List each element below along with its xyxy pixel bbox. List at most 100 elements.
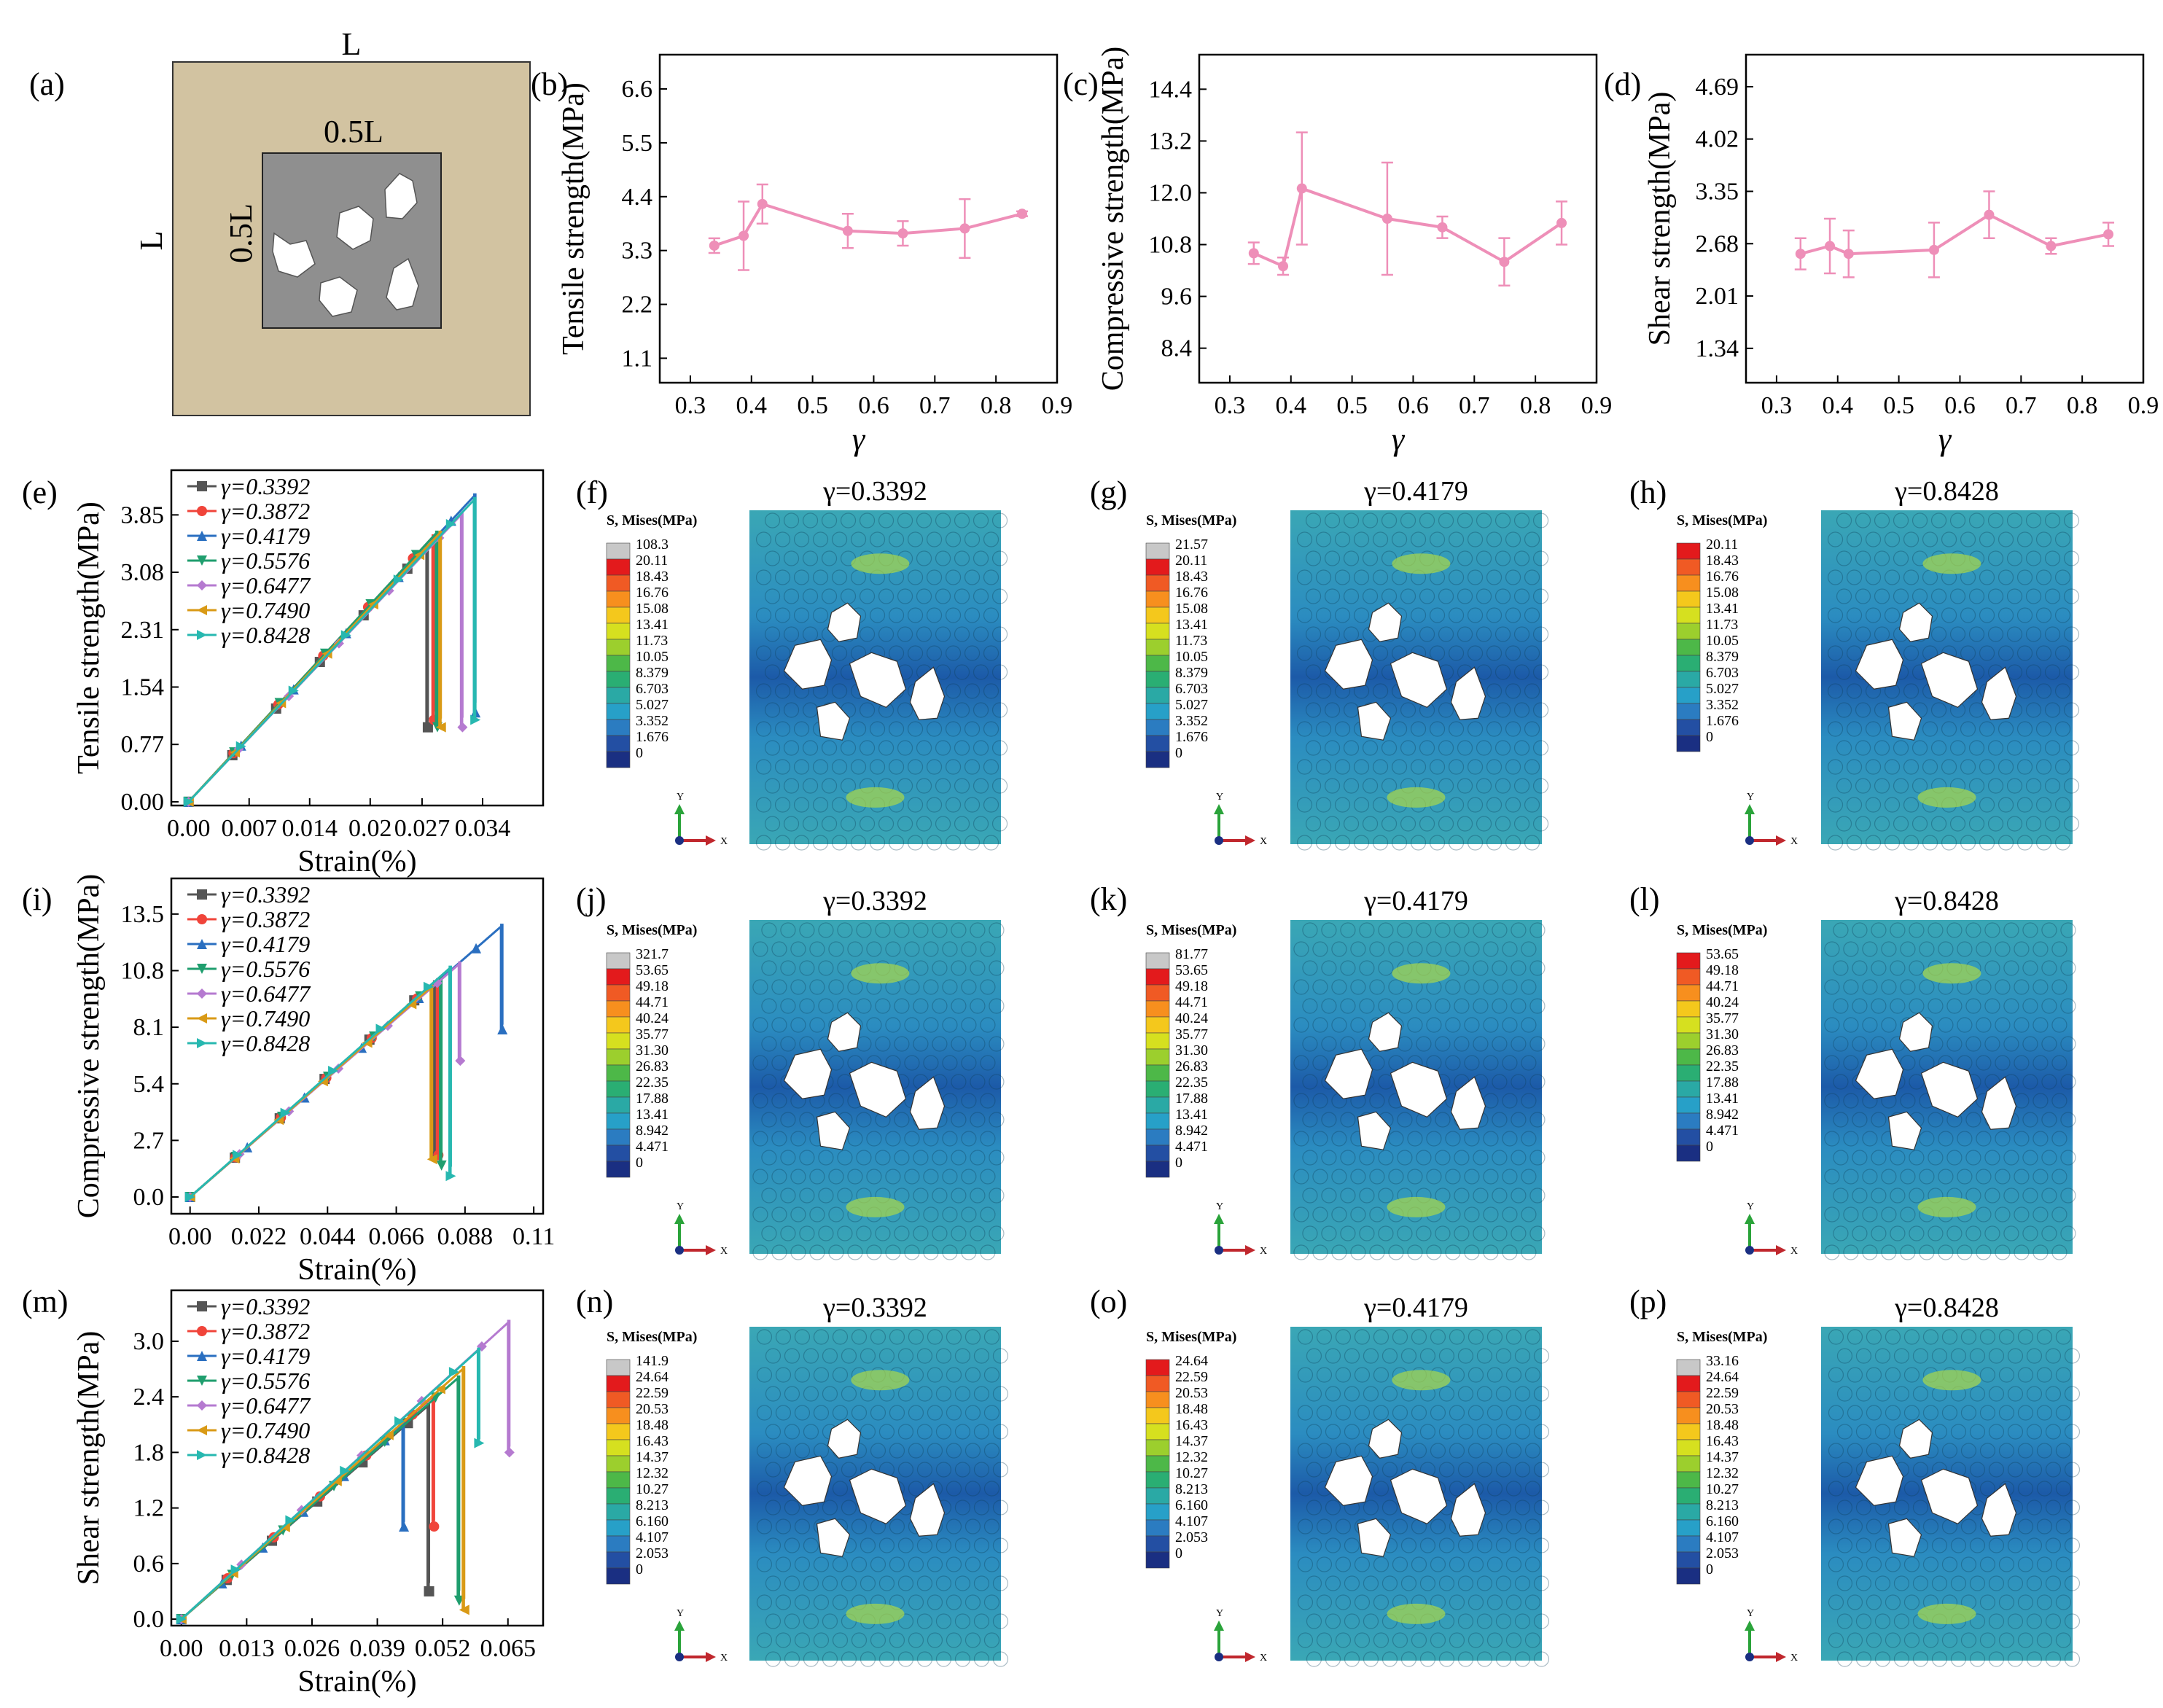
colorbar-value: 16.43 [1175, 1417, 1208, 1433]
particle [771, 979, 787, 995]
particle [964, 645, 981, 661]
particle [1824, 1055, 1840, 1071]
particle [1302, 960, 1318, 976]
particle [790, 1169, 806, 1185]
particle [1533, 1500, 1550, 1516]
particle [926, 645, 943, 661]
inclusion-hole [1324, 1048, 1373, 1099]
particle [1969, 1613, 1986, 1629]
particle [1454, 1150, 1470, 1166]
particle [2055, 1594, 2072, 1610]
y-axis-title: Tensile strength(MPa) [557, 82, 591, 355]
colorbar-value: 4.471 [636, 1139, 669, 1155]
particle [1419, 626, 1435, 642]
particle [1297, 1481, 1314, 1497]
particle [1524, 683, 1540, 699]
colorbar-value: 49.18 [1175, 978, 1208, 994]
particle [1866, 1443, 1882, 1459]
particle [1494, 778, 1511, 794]
particle [1344, 1613, 1360, 1629]
particle [1445, 1169, 1461, 1185]
particle [755, 721, 772, 737]
particle [1467, 835, 1484, 851]
particle [983, 1518, 1000, 1535]
particle [961, 1169, 977, 1185]
particle [1473, 1150, 1489, 1166]
inclusion-hole [1368, 602, 1403, 642]
stress-concentration [851, 553, 910, 574]
series-marker [455, 1056, 466, 1066]
y-tick-label: 1.34 [1696, 335, 1739, 362]
particle [942, 1206, 958, 1222]
particle [1391, 721, 1408, 737]
colorbar-value: 5.027 [636, 697, 669, 713]
particle [1505, 1594, 1522, 1610]
particle [1467, 569, 1484, 585]
series-marker [471, 943, 482, 954]
particle [1344, 1651, 1360, 1667]
particle [869, 607, 886, 623]
particle [1852, 1188, 1868, 1204]
particle [783, 816, 800, 832]
inclusion-hole [909, 666, 946, 720]
particle [1419, 1575, 1436, 1591]
particle [1969, 1348, 1986, 1364]
particle [847, 1244, 863, 1260]
particle [1335, 1556, 1352, 1572]
colorbar-segment [1145, 655, 1170, 672]
series-marker [197, 964, 207, 974]
triad-x-arrow [1245, 835, 1255, 846]
particle [1979, 645, 1995, 661]
particle [1315, 531, 1332, 547]
colorbar-segment [606, 968, 631, 986]
y-axis-title: Shear strength(MPa) [1643, 92, 1677, 346]
particle [2014, 1206, 2030, 1222]
particle [970, 1112, 986, 1128]
particle [1325, 1424, 1341, 1440]
particle [1950, 1575, 1967, 1591]
particle [1979, 1367, 1996, 1383]
particle [1324, 626, 1341, 642]
particle [799, 922, 815, 938]
particle [859, 512, 876, 529]
inclusion-hole [1920, 1468, 1979, 1524]
colorbar-title: S, Mises(MPa) [1677, 1329, 1767, 1345]
colorbar-value: 16.76 [636, 585, 669, 601]
particle [989, 998, 1005, 1014]
particle [2055, 1443, 2072, 1459]
particle [932, 1036, 948, 1052]
particle [970, 922, 986, 938]
particle [980, 1055, 996, 1071]
particle [935, 1613, 952, 1629]
y-tick-label: 2.7 [133, 1127, 165, 1154]
particle [1979, 1632, 1996, 1648]
colorbar-value: 4.107 [636, 1529, 669, 1545]
particle [1922, 1518, 1939, 1535]
particle [802, 778, 819, 794]
particle [2035, 531, 2052, 547]
colorbar-segment [1145, 1112, 1170, 1130]
particle [1391, 531, 1408, 547]
particle [927, 1367, 943, 1383]
particle [1847, 1556, 1863, 1572]
particle [1847, 1632, 1863, 1648]
particle [793, 835, 810, 851]
particle [1392, 1329, 1408, 1345]
particle [1846, 835, 1863, 851]
colorbar-segment [1676, 671, 1701, 688]
particle [775, 1443, 792, 1459]
particle [1325, 1537, 1341, 1553]
particle [1438, 1462, 1455, 1478]
series-line [180, 1347, 480, 1621]
colorbar-segment [1676, 1128, 1701, 1146]
particle [1353, 759, 1370, 775]
particle [1325, 1500, 1341, 1516]
particle [1938, 1131, 1954, 1147]
particle [1492, 922, 1508, 938]
legend-entry: γ=0.6477 [221, 980, 311, 1007]
particle [1893, 740, 1909, 756]
colorbar-segment [606, 1048, 631, 1066]
particle [1998, 1443, 2015, 1459]
particle [1513, 778, 1530, 794]
chart-d: 0.3 0.4 0.5 0.6 0.7 0.8 0.91.342.012.683.354.0… [1643, 53, 2159, 457]
